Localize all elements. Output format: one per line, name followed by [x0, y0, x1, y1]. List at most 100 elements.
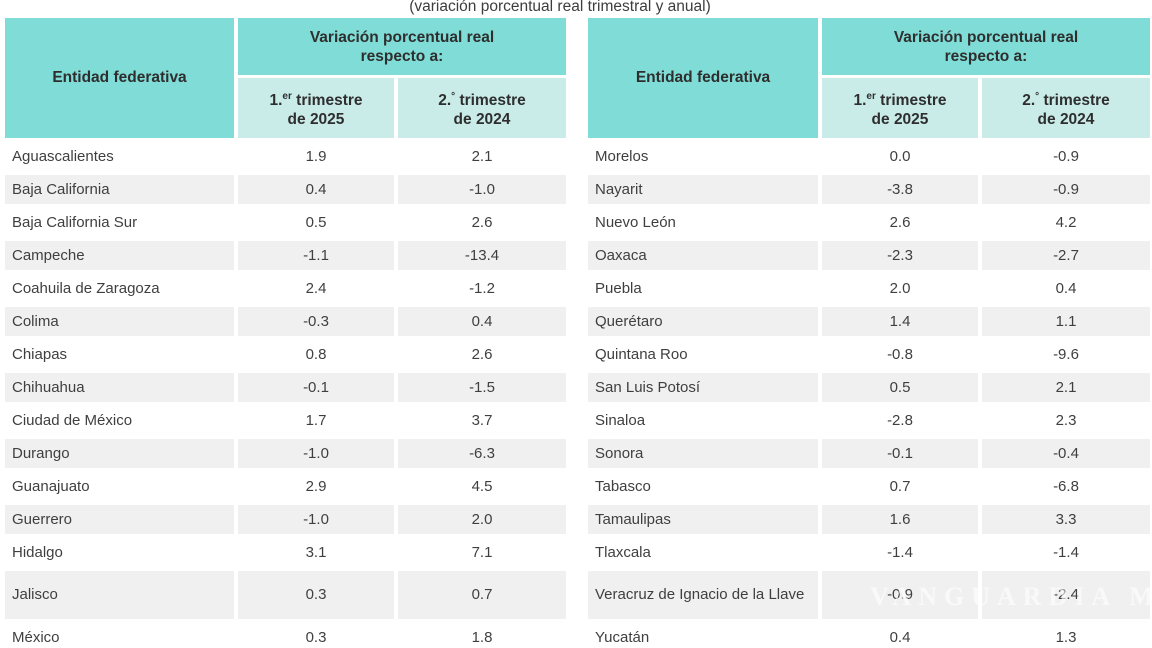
entity-name-cell: Quintana Roo [595, 345, 688, 363]
right-table-header: Entidad federativa Variación porcentual … [588, 18, 1150, 138]
value-q2-2024-cell: 3.3 [982, 503, 1150, 536]
value-q2-2024-cell: 2.1 [982, 371, 1150, 404]
value-q2-2024-cell: -6.3 [398, 437, 566, 470]
table-row: Baja California 0.4 -1.0 [5, 173, 566, 206]
entity-name-cell: Durango [5, 437, 234, 470]
entity-name-cell: Oaxaca [588, 239, 818, 272]
entity-name-cell: Sinaloa [595, 411, 646, 429]
value-q1-2025-cell: 1.7 [305, 411, 327, 429]
entity-name-cell: Tlaxcala [595, 543, 651, 561]
table-row: Puebla 2.0 0.4 [588, 272, 1150, 305]
table-row: Hidalgo 3.1 7.1 [5, 536, 566, 569]
value-q1-2025-cell: 2.0 [889, 279, 911, 297]
table-row: Jalisco 0.3 0.7 [5, 569, 566, 621]
q1-header-line1: 1.er trimestre [853, 90, 947, 110]
variation-column-group: Variación porcentual real respecto a: 1.… [822, 18, 1150, 138]
table-row: Sonora -0.1 -0.4 [588, 437, 1150, 470]
value-q2-2024-cell: 2.3 [1055, 411, 1077, 429]
left-table: Entidad federativa Variación porcentual … [5, 18, 566, 648]
value-q2-2024-cell: -0.9 [1053, 147, 1079, 165]
table-row: San Luis Potosí 0.5 2.1 [588, 371, 1150, 404]
q1-2025-column-header: 1.er trimestre de 2025 [238, 78, 394, 138]
value-q1-2025-cell: 1.4 [822, 305, 978, 338]
value-q1-2025-cell: 1.6 [822, 503, 978, 536]
left-table-body: Aguascalientes 1.9 2.1 Baja California 0.4 -1… [5, 140, 566, 648]
entity-name-cell: Colima [5, 305, 234, 338]
value-q1-2025-cell: -1.4 [887, 543, 913, 561]
entity-name-cell: Tamaulipas [588, 503, 818, 536]
q2-2024-column-header: 2.° trimestre de 2024 [982, 78, 1150, 138]
value-q1-2025-cell: 2.6 [889, 213, 911, 231]
value-q1-2025-cell: 0.8 [305, 345, 327, 363]
entity-name-cell: Puebla [595, 279, 642, 297]
page-title: (variación porcentual real trimestral y … [409, 0, 711, 15]
value-q2-2024-cell: -1.5 [398, 371, 566, 404]
entity-name-cell: Nuevo León [595, 213, 676, 231]
table-row: Morelos 0.0 -0.9 [588, 140, 1150, 173]
group-header-line1: Variación porcentual real [893, 28, 1079, 46]
entity-name-cell: Hidalgo [12, 543, 63, 561]
value-q2-2024-cell: 3.7 [471, 411, 493, 429]
table-row: Oaxaca -2.3 -2.7 [588, 239, 1150, 272]
value-q1-2025-cell: 3.1 [305, 543, 327, 561]
value-q2-2024-cell: 0.4 [1055, 279, 1077, 297]
q2-2024-column-header: 2.° trimestre de 2024 [398, 78, 566, 138]
value-q2-2024-cell: -13.4 [398, 239, 566, 272]
group-header: Variación porcentual real respecto a: [822, 18, 1150, 75]
value-q2-2024-cell: -0.4 [982, 437, 1150, 470]
entity-name-cell: Nayarit [588, 173, 818, 206]
entity-name-cell: Coahuila de Zaragoza [12, 279, 160, 297]
entity-name-cell: Guanajuato [12, 477, 90, 495]
value-q2-2024-cell: 2.6 [471, 213, 493, 231]
value-q2-2024-cell: 2.6 [471, 345, 493, 363]
value-q2-2024-cell: -0.9 [982, 173, 1150, 206]
value-q2-2024-cell: -1.0 [398, 173, 566, 206]
value-q1-2025-cell: -2.3 [822, 239, 978, 272]
value-q1-2025-cell: -0.3 [238, 305, 394, 338]
q2-header-line1: 2.° trimestre [1022, 90, 1110, 110]
table-row: Campeche -1.1 -13.4 [5, 239, 566, 272]
q1-header-line2: de 2025 [871, 111, 929, 129]
table-row: Nuevo León 2.6 4.2 [588, 206, 1150, 239]
entity-name-cell: Baja California [5, 173, 234, 206]
entity-name-cell: Querétaro [588, 305, 818, 338]
entity-name-cell: Veracruz de Ignacio de la Llave [588, 569, 818, 621]
entity-name-cell: Sonora [588, 437, 818, 470]
value-q1-2025-cell: 0.5 [305, 213, 327, 231]
q1-header-line1: 1.er trimestre [269, 90, 363, 110]
group-header-line1: Variación porcentual real [309, 28, 495, 46]
value-q2-2024-cell: -2.7 [982, 239, 1150, 272]
entity-name-cell: Guerrero [5, 503, 234, 536]
table-row: Colima -0.3 0.4 [5, 305, 566, 338]
q1-header-line2: de 2025 [287, 111, 345, 129]
table-row: Durango -1.0 -6.3 [5, 437, 566, 470]
value-q2-2024-cell: 1.3 [1055, 628, 1077, 646]
table-row: Quintana Roo -0.8 -9.6 [588, 338, 1150, 371]
entity-column-header: Entidad federativa [5, 18, 234, 138]
value-q1-2025-cell: -3.8 [822, 173, 978, 206]
entity-name-cell: México [12, 628, 60, 646]
value-q1-2025-cell: -1.0 [238, 503, 394, 536]
value-q1-2025-cell: 1.9 [305, 147, 327, 165]
table-row: Tabasco 0.7 -6.8 [588, 470, 1150, 503]
q2-header-line1: 2.° trimestre [438, 90, 526, 110]
entity-name-cell: San Luis Potosí [588, 371, 818, 404]
group-header: Variación porcentual real respecto a: [238, 18, 566, 75]
q1-2025-column-header: 1.er trimestre de 2025 [822, 78, 978, 138]
value-q1-2025-cell: -1.1 [238, 239, 394, 272]
table-row: Guanajuato 2.9 4.5 [5, 470, 566, 503]
table-row: Tlaxcala -1.4 -1.4 [588, 536, 1150, 569]
value-q2-2024-cell: -2.4 [982, 569, 1150, 621]
value-q2-2024-cell: -9.6 [1053, 345, 1079, 363]
table-row: Sinaloa -2.8 2.3 [588, 404, 1150, 437]
group-header-line2: respecto a: [360, 47, 444, 65]
table-row: Guerrero -1.0 2.0 [5, 503, 566, 536]
value-q1-2025-cell: 0.3 [305, 628, 327, 646]
entity-column-header: Entidad federativa [588, 18, 818, 138]
table-row: Aguascalientes 1.9 2.1 [5, 140, 566, 173]
table-row: México 0.3 1.8 [5, 621, 566, 648]
table-row: Querétaro 1.4 1.1 [588, 305, 1150, 338]
entity-name-cell: Ciudad de México [12, 411, 133, 429]
value-q1-2025-cell: 0.4 [889, 628, 911, 646]
